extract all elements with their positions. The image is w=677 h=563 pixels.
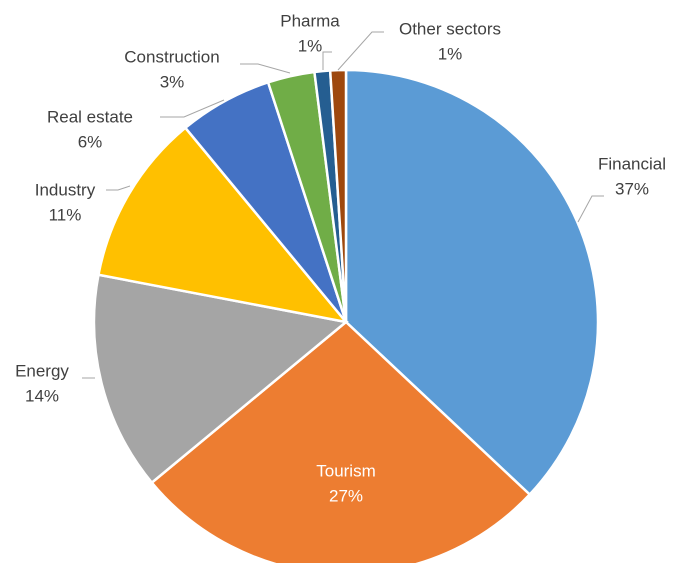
data-label-value: 3% <box>160 72 185 91</box>
leader-line <box>337 31 384 71</box>
pie-slice <box>97 126 350 324</box>
data-label-name: Other sectors <box>399 19 501 38</box>
data-label-name: Construction <box>124 47 219 66</box>
pie-slice <box>344 68 600 497</box>
pie-slice <box>328 68 348 323</box>
pie-slice <box>150 320 532 563</box>
data-label-value: 6% <box>78 132 103 151</box>
data-label-name: Industry <box>35 180 96 199</box>
data-label-value: 1% <box>438 44 463 63</box>
data-label-name: Real estate <box>47 107 133 126</box>
leader-line <box>160 99 225 118</box>
pie-slice <box>92 273 349 485</box>
leader-line <box>577 195 604 223</box>
data-label-value: 1% <box>298 36 323 55</box>
leader-line <box>106 185 131 191</box>
data-label-name: Energy <box>15 361 69 380</box>
data-label-name: Financial <box>598 154 666 173</box>
data-label-value: 37% <box>615 179 649 198</box>
leader-line <box>240 63 291 74</box>
data-label-value: 27% <box>329 486 363 505</box>
data-label-value: 14% <box>25 386 59 405</box>
data-label-name: Pharma <box>280 11 340 30</box>
data-label-name: Tourism <box>316 461 376 480</box>
leader-line <box>322 51 332 70</box>
data-label-value: 11% <box>49 205 82 224</box>
